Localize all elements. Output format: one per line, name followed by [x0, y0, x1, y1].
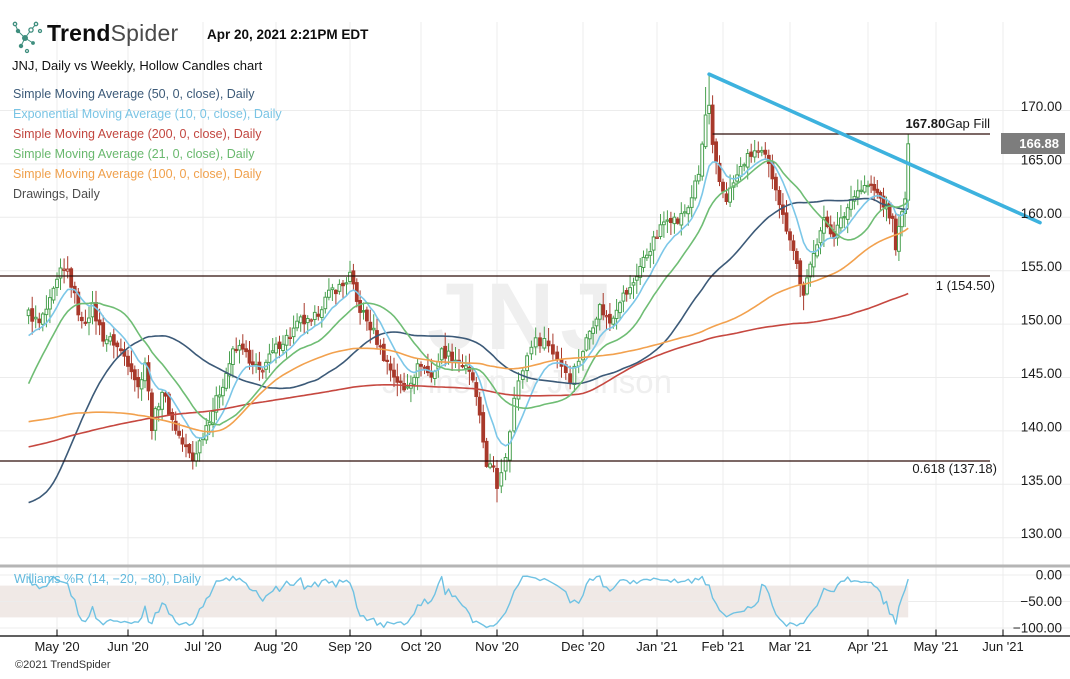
- legend-item-sma100[interactable]: Simple Moving Average (100, 0, close), D…: [13, 167, 262, 181]
- svg-text:170.00: 170.00: [1021, 99, 1062, 114]
- svg-text:145.00: 145.00: [1021, 366, 1062, 381]
- legend-item-ema10[interactable]: Exponential Moving Average (10, 0, close…: [13, 107, 282, 121]
- svg-text:Mar '21: Mar '21: [769, 639, 812, 654]
- sma-100-line: [28, 227, 909, 433]
- gridlines: [0, 22, 1070, 636]
- legend-item-williams-r[interactable]: Williams %R (14, −20, −80), Daily: [14, 572, 201, 586]
- svg-text:May '21: May '21: [913, 639, 958, 654]
- svg-text:140.00: 140.00: [1021, 419, 1062, 434]
- sma-21-line: [27, 159, 909, 426]
- pane-separator[interactable]: [0, 564, 1070, 568]
- williams-r-line: [27, 575, 909, 629]
- svg-text:Jun '20: Jun '20: [107, 639, 149, 654]
- legend-item-sma50[interactable]: Simple Moving Average (50, 0, close), Da…: [13, 87, 255, 101]
- svg-text:135.00: 135.00: [1021, 473, 1062, 488]
- legend-item-sma200[interactable]: Simple Moving Average (200, 0, close), D…: [13, 127, 262, 141]
- svg-text:Oct '20: Oct '20: [401, 639, 442, 654]
- svg-text:165.00: 165.00: [1021, 152, 1062, 167]
- brand-light: Spider: [110, 20, 179, 46]
- sma-50-line: [28, 197, 909, 504]
- svg-text:Jan '21: Jan '21: [636, 639, 678, 654]
- chart-timestamp: Apr 20, 2021 2:21PM EDT: [207, 27, 369, 42]
- svg-text:−100.00: −100.00: [1013, 621, 1062, 636]
- chart-title: JNJ, Daily vs Weekly, Hollow Candles cha…: [12, 58, 263, 73]
- svg-text:Feb '21: Feb '21: [702, 639, 745, 654]
- svg-text:1 (154.50): 1 (154.50): [936, 278, 995, 293]
- brand-bold: Trend: [47, 20, 111, 46]
- copyright-text: ©2021 TrendSpider: [15, 659, 111, 671]
- price-levels[interactable]: 167.80Gap Fill 1 (154.50) 0.618 (137.18): [0, 116, 997, 476]
- svg-text:Dec '20: Dec '20: [561, 639, 605, 654]
- svg-text:160.00: 160.00: [1021, 206, 1062, 221]
- x-axis: May '20 Jun '20 Jul '20 Aug '20 Sep '20 Oct '…: [0, 629, 1070, 654]
- williams-r-pane: [0, 574, 1070, 629]
- svg-text:150.00: 150.00: [1021, 313, 1062, 328]
- svg-text:0.618 (137.18): 0.618 (137.18): [912, 461, 997, 476]
- svg-text:0.00: 0.00: [1036, 568, 1062, 583]
- sma-200-line: [28, 292, 909, 448]
- svg-text:May '20: May '20: [34, 639, 79, 654]
- svg-text:Sep '20: Sep '20: [328, 639, 372, 654]
- svg-text:Jul '20: Jul '20: [184, 639, 221, 654]
- brand-logo-text[interactable]: TrendSpider: [47, 20, 178, 47]
- legend-item-drawings[interactable]: Drawings, Daily: [13, 187, 100, 201]
- indicator-legend: Simple Moving Average (50, 0, close), Da…: [13, 84, 282, 204]
- svg-text:−50.00: −50.00: [1020, 594, 1062, 609]
- svg-text:Apr '21: Apr '21: [848, 639, 889, 654]
- svg-text:130.00: 130.00: [1021, 526, 1062, 541]
- svg-text:Nov '20: Nov '20: [475, 639, 519, 654]
- trendline-drawing[interactable]: [707, 72, 1042, 225]
- svg-text:155.00: 155.00: [1021, 259, 1062, 274]
- svg-text:167.80Gap Fill: 167.80Gap Fill: [905, 116, 990, 131]
- price-axis-labels: 170.00 165.00 160.00 155.00 150.00 145.00 140.…: [1013, 99, 1062, 636]
- last-price-badge: 166.88: [1001, 133, 1065, 154]
- trendspider-logo-icon: [12, 21, 43, 54]
- legend-item-sma21[interactable]: Simple Moving Average (21, 0, close), Da…: [13, 147, 255, 161]
- svg-text:Jun '21: Jun '21: [982, 639, 1024, 654]
- moving-averages: [27, 158, 909, 504]
- svg-text:Aug '20: Aug '20: [254, 639, 298, 654]
